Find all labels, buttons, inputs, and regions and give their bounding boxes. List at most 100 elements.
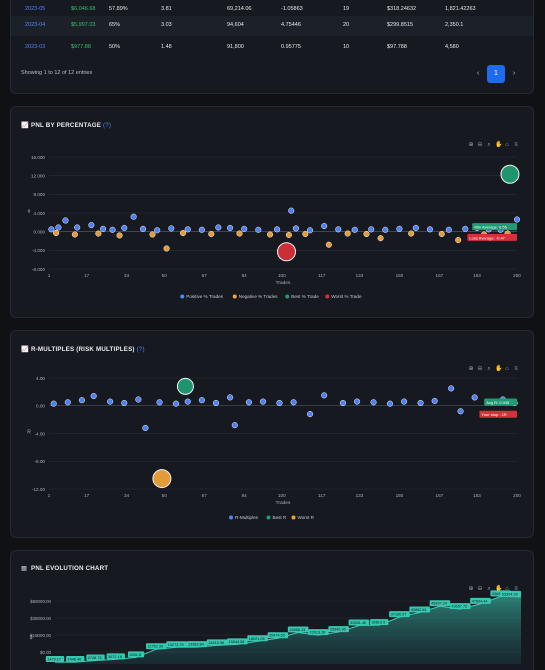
legend-label: R-Multiples <box>235 515 259 520</box>
data-label: 53304.29 <box>502 592 518 596</box>
search-icon[interactable]: ⌕ <box>487 586 491 592</box>
table-icon: ▦ <box>21 565 28 572</box>
menu-icon[interactable]: ≡ <box>514 366 518 372</box>
data-point <box>351 226 358 233</box>
y-axis-title: $ <box>30 635 33 641</box>
data-label: 14810.56 <box>208 641 224 645</box>
data-point <box>176 377 194 395</box>
data-label-bg <box>449 603 471 610</box>
y-tick-label: $58000.00 <box>30 599 51 604</box>
monthly-table: 2023-05 $6,046.68 57.89% 3.81 69,214.06 … <box>10 0 534 94</box>
data-label-bg <box>409 606 430 613</box>
home-icon[interactable]: ⌂ <box>505 586 509 592</box>
data-point <box>382 226 389 233</box>
data-point <box>354 398 361 405</box>
data-point <box>386 400 394 407</box>
row-date[interactable]: 2023-03 <box>25 44 46 50</box>
x-tick-label: 67 <box>202 273 208 278</box>
win-average-label-bg <box>472 223 517 231</box>
pnl-evolution-chart: $58000.00 $38000.00 $18000.00 $0.00 $1479.17… <box>30 590 522 664</box>
menu-icon[interactable]: ≡ <box>514 142 518 148</box>
row-pnl: $6,046.68 <box>71 6 96 12</box>
data-point <box>55 224 62 231</box>
data-point <box>208 230 215 238</box>
data-point <box>325 241 332 248</box>
row-date[interactable]: 2023-05 <box>25 6 46 12</box>
data-label-bg <box>45 656 65 662</box>
x-tick-label: 133 <box>356 273 364 278</box>
help-icon[interactable]: (?) <box>103 122 112 129</box>
pan-hand-icon[interactable]: ✋ <box>495 142 503 148</box>
zoom-in-icon[interactable]: ⊕ <box>468 586 474 592</box>
data-point <box>140 225 147 232</box>
data-label: 30819.5 <box>371 621 385 625</box>
row-col5: 0.95775 <box>281 44 301 50</box>
r-multiples-chart: 4.000.00-4.00-8.00-12.001 17 34 50 67 84 100 11… <box>27 376 521 520</box>
data-point <box>198 397 205 404</box>
data-point <box>321 392 328 399</box>
pan-hand-icon[interactable]: ✋ <box>495 366 503 372</box>
data-label: 5281.8 <box>129 653 141 657</box>
row-col3: 3.81 <box>161 6 172 12</box>
data-point <box>290 399 297 406</box>
data-point <box>100 225 107 232</box>
data-point <box>445 226 452 233</box>
win-average-label: Win Average: 0.55 <box>474 225 507 230</box>
prev-page-button[interactable]: ‹ <box>476 70 480 77</box>
pan-hand-icon[interactable]: ✋ <box>495 586 503 592</box>
data-label-bg <box>369 619 389 626</box>
data-point <box>107 398 114 405</box>
next-page-button[interactable]: › <box>512 70 516 77</box>
legend-marker <box>232 294 237 299</box>
y-tick-label: 4.000 <box>34 211 46 216</box>
row-col6: 19 <box>343 6 350 12</box>
data-point <box>78 397 85 404</box>
panel-title: ▦ PNL EVOLUTION CHART <box>21 565 108 572</box>
data-point <box>88 222 95 229</box>
zoom-in-icon[interactable]: ⊕ <box>468 366 474 372</box>
x-tick-label: 150 <box>396 273 404 278</box>
zoom-in-icon[interactable]: ⊕ <box>468 142 474 148</box>
chart-toolbar: ⊕ ⊖ ⌕ ✋ ⌂ ≡ <box>468 586 519 592</box>
y-tick-label: 0.000 <box>34 229 46 234</box>
menu-icon[interactable]: ≡ <box>514 586 518 592</box>
data-point <box>462 225 469 232</box>
data-label: 20474.53 <box>269 634 285 638</box>
zoom-out-icon[interactable]: ⊖ <box>477 366 483 372</box>
x-tick-label: 183 <box>473 273 481 278</box>
data-label: 47694.44 <box>472 599 488 603</box>
x-tick-label: 50 <box>162 273 168 278</box>
home-icon[interactable]: ⌂ <box>505 366 509 372</box>
page-1-button[interactable]: 1 <box>487 65 505 83</box>
data-point <box>471 394 478 401</box>
data-point <box>339 399 347 407</box>
pnl-percent-title: PNL BY PERCENTAGE <box>31 122 102 129</box>
data-label-bg <box>389 611 410 618</box>
data-point <box>363 230 370 238</box>
data-label-bg <box>500 590 521 597</box>
data-point <box>417 399 424 407</box>
data-point <box>255 226 262 233</box>
x-tick-label: 167 <box>436 273 444 278</box>
data-label-bg <box>328 626 349 633</box>
home-icon[interactable]: ⌂ <box>505 142 509 148</box>
data-point <box>455 237 462 244</box>
data-label-bg <box>86 654 105 661</box>
data-label: 2748.73 <box>88 656 102 660</box>
x-tick-label: 183 <box>473 493 481 498</box>
chart-line-icon: 📈 <box>21 346 29 353</box>
loss-average-label: Loss Average: -0.47 <box>469 235 505 240</box>
zoom-out-icon[interactable]: ⊖ <box>477 142 483 148</box>
row-date[interactable]: 2023-04 <box>25 22 46 28</box>
data-point <box>448 385 455 392</box>
search-icon[interactable]: ⌕ <box>487 142 491 148</box>
table-row: 2023-05 $6,046.68 57.89% 3.81 69,214.06 … <box>11 0 533 20</box>
help-icon[interactable]: (?) <box>136 346 145 353</box>
search-icon[interactable]: ⌕ <box>487 366 491 372</box>
zoom-out-icon[interactable]: ⊖ <box>477 586 483 592</box>
data-point <box>212 399 220 407</box>
row-col8: 4,580 <box>445 44 459 50</box>
legend-label: Negative % Trades <box>239 294 279 299</box>
row-winrate: 57.89% <box>109 6 128 12</box>
legend-marker <box>180 294 185 299</box>
